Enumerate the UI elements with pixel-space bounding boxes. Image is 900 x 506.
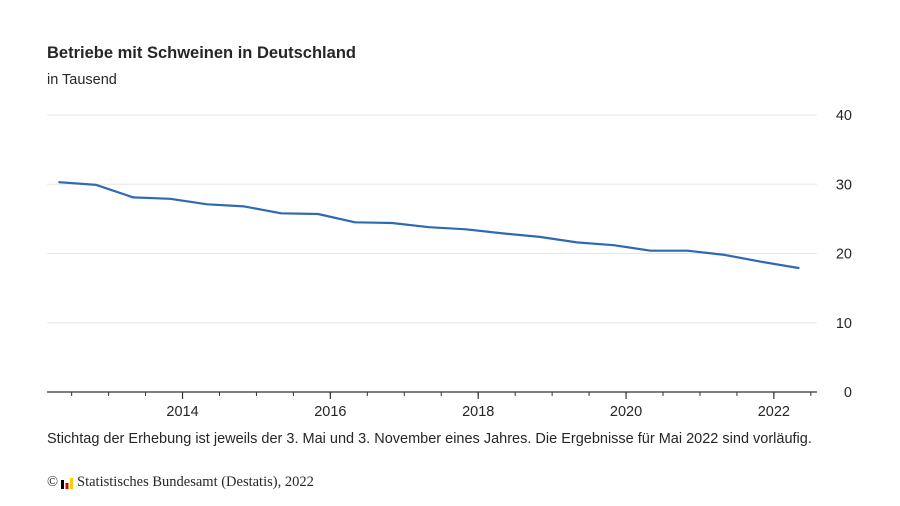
x-tick-label: 2018 bbox=[462, 404, 494, 420]
chart-footnote: Stichtag der Erhebung ist jeweils der 3.… bbox=[47, 431, 812, 447]
copyright-symbol: © bbox=[47, 474, 59, 490]
destatis-logo-icon bbox=[61, 477, 74, 489]
chart-title: Betriebe mit Schweinen in Deutschland bbox=[47, 44, 356, 62]
y-tick-label: 30 bbox=[836, 177, 852, 193]
y-tick-label: 0 bbox=[844, 385, 852, 401]
x-tick-label: 2016 bbox=[314, 404, 346, 420]
x-tick-label: 2014 bbox=[166, 404, 198, 420]
source-text: Statistisches Bundesamt (Destatis), 2022 bbox=[77, 474, 314, 490]
source-credit: © Statistisches Bundesamt (Destatis), 20… bbox=[47, 474, 314, 491]
x-tick-label: 2022 bbox=[758, 404, 790, 420]
chart-subtitle: in Tausend bbox=[47, 72, 117, 88]
y-tick-label: 10 bbox=[836, 316, 852, 332]
x-tick-label: 2020 bbox=[610, 404, 642, 420]
series-line bbox=[58, 181, 800, 270]
y-tick-label: 40 bbox=[836, 108, 852, 124]
y-tick-label: 20 bbox=[836, 247, 852, 263]
